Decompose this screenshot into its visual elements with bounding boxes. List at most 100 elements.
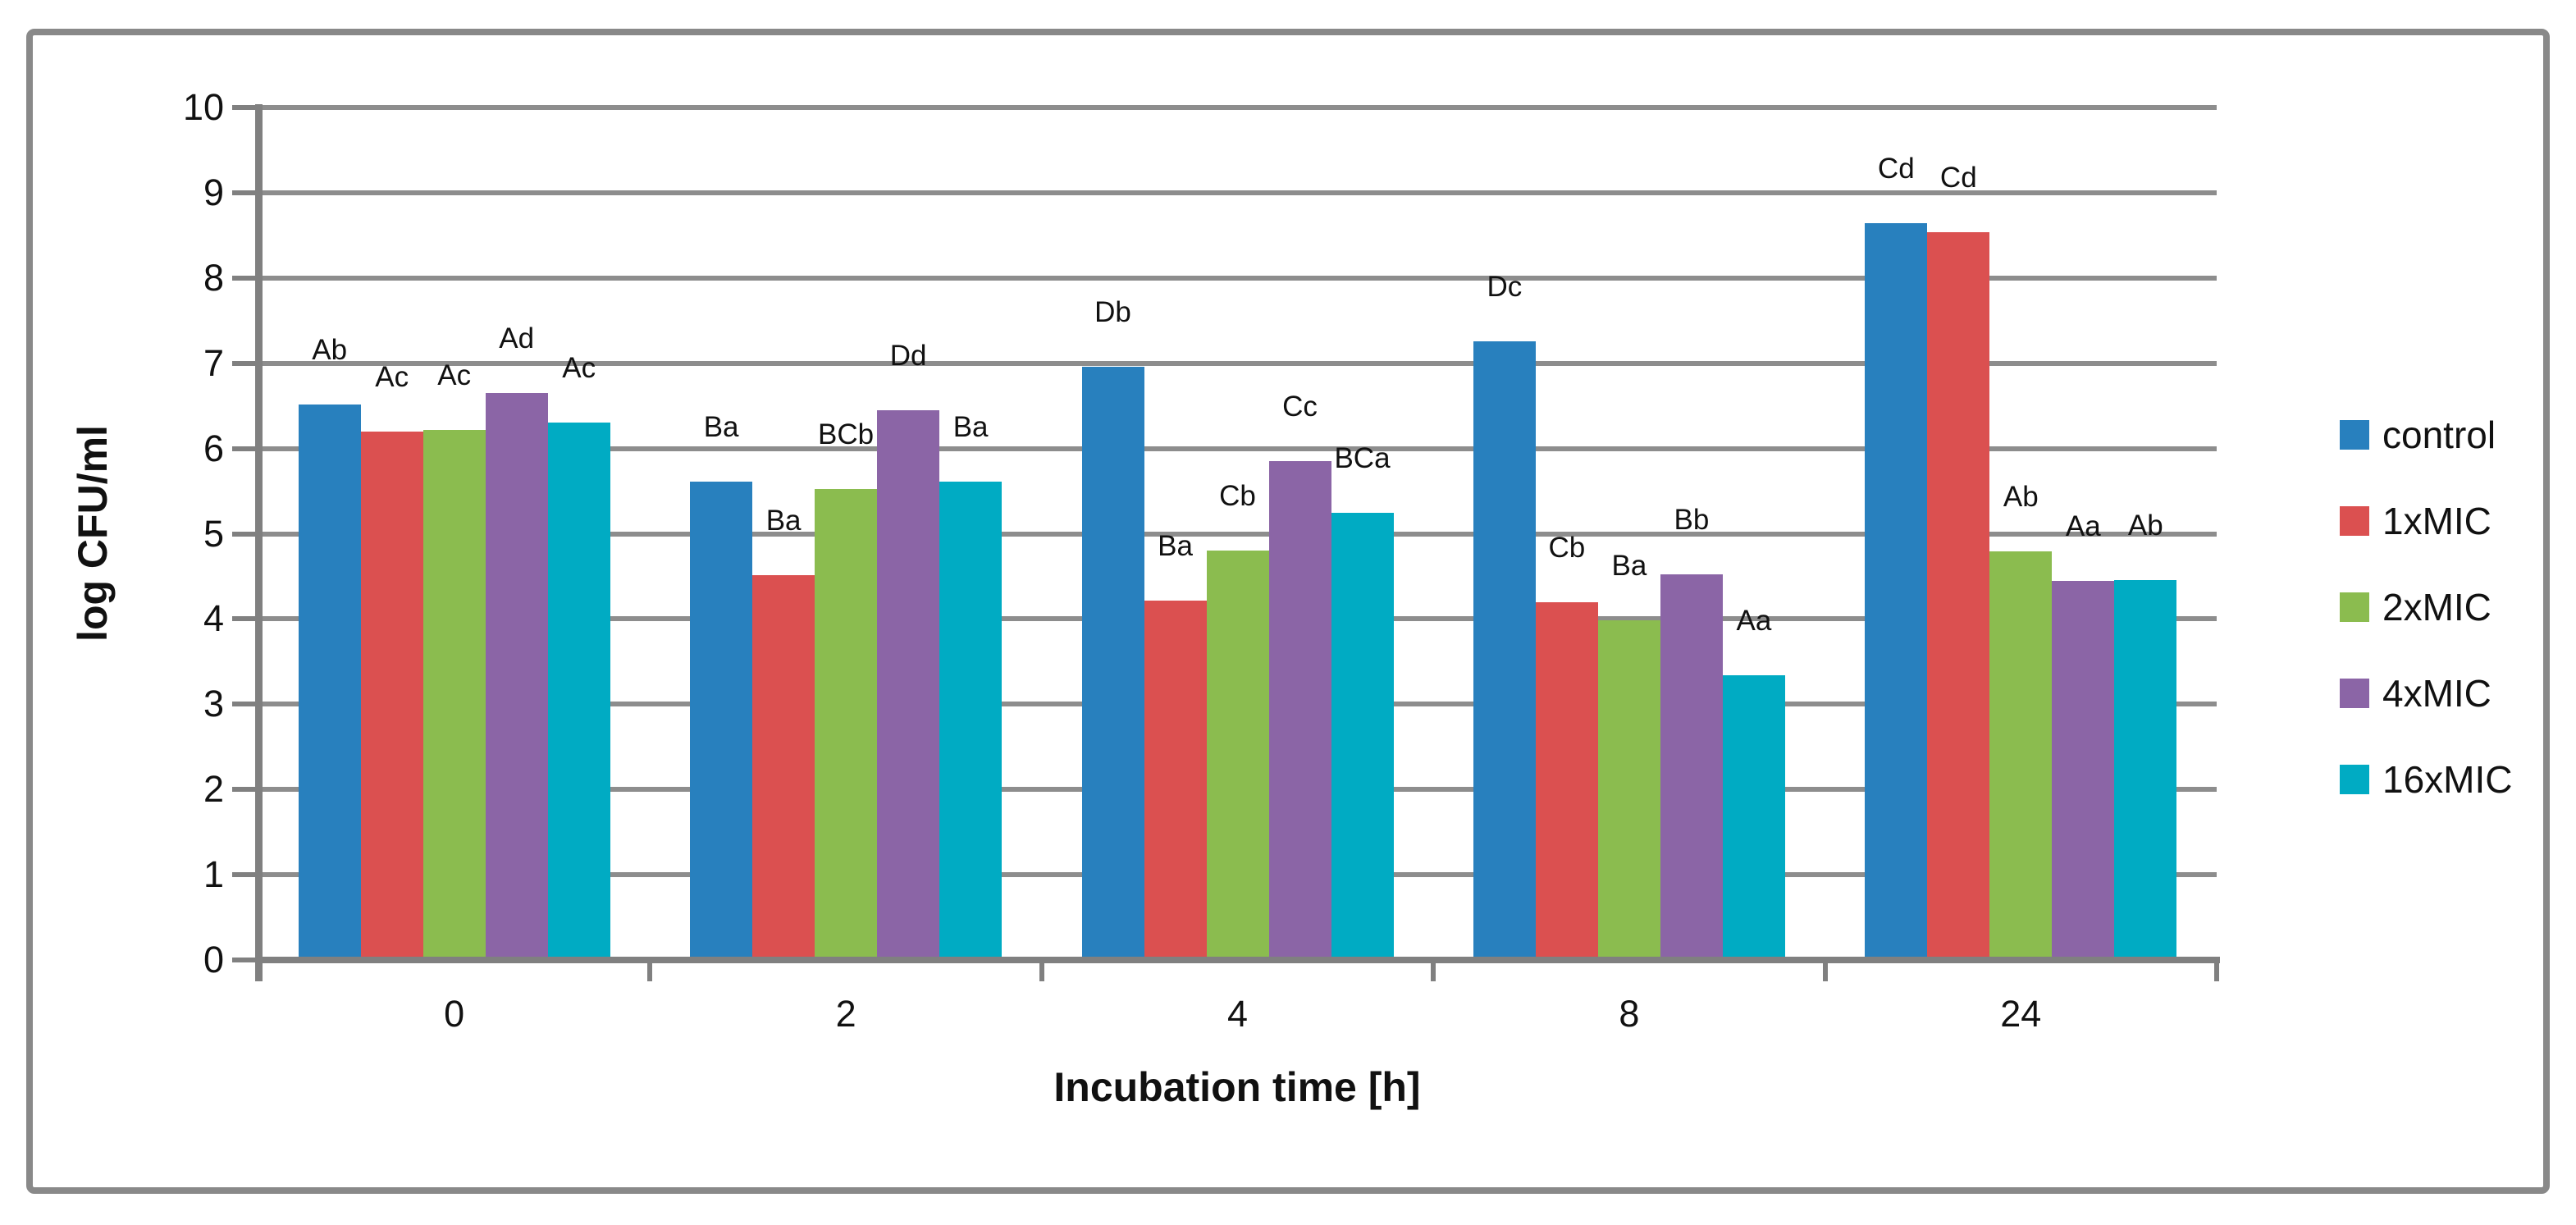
x-tick-label-0: 0 [444,993,465,1035]
y-axis-line [255,104,263,981]
bar-1xMIC-4h [1144,600,1207,960]
bar-2xMIC-4h [1206,551,1269,960]
gridline-5 [258,531,2217,537]
y-tick-2 [232,787,258,793]
bar-label-2xMIC-24h: Ab [2003,481,2039,514]
bar-label-1xMIC-4h: Ba [1158,529,1193,562]
bar-label-4xMIC-4h: Cc [1282,391,1318,423]
bar-4xMIC-8h [1660,574,1723,960]
x-tick-1 [647,960,653,981]
gridline-9 [258,190,2217,195]
x-tick-2 [1039,960,1044,981]
y-tick-label-8: 8 [203,256,224,299]
bar-label-16xMIC-24h: Ab [2127,509,2163,542]
y-tick-1 [232,872,258,878]
gridline-10 [258,105,2217,110]
legend-label-control: control [2382,414,2496,456]
y-tick-4 [232,616,258,622]
bar-control-0h [298,404,361,960]
bar-label-2xMIC-4h: Cb [1219,480,1256,513]
y-tick-8 [232,275,258,281]
legend: control 1xMIC 2xMIC 4xMIC 16xMIC [2340,414,2512,851]
x-tick-5 [2214,960,2219,981]
y-tick-label-1: 1 [203,853,224,896]
legend-item-4xMIC: 4xMIC [2340,672,2512,715]
y-tick-label-3: 3 [203,683,224,725]
y-tick-label-7: 7 [203,341,224,384]
bar-label-4xMIC-24h: Aa [2065,510,2101,542]
legend-swatch-4xMIC [2340,679,2369,708]
legend-swatch-control [2340,420,2369,450]
bar-label-1xMIC-0h: Ac [375,360,409,393]
bar-4xMIC-2h [877,409,940,960]
legend-item-16xMIC: 16xMIC [2340,758,2512,801]
y-tick-label-9: 9 [203,171,224,213]
bar-label-control-8h: Dc [1487,270,1523,303]
y-tick-label-5: 5 [203,512,224,555]
bar-4xMIC-4h [1268,461,1331,960]
bar-label-control-0h: Ab [312,333,348,366]
bar-label-4xMIC-2h: Dd [889,339,927,372]
x-axis-title: Incubation time [h] [1053,1064,1421,1110]
x-tick-label-2: 2 [835,993,856,1035]
x-tick-label-4: 4 [1226,993,1249,1035]
bar-4xMIC-24h [2052,580,2115,960]
bar-label-2xMIC-8h: Ba [1611,550,1647,583]
bar-label-1xMIC-8h: Cb [1548,531,1586,564]
x-tick-label-8: 8 [1619,993,1640,1035]
bar-1xMIC-8h [1535,601,1598,960]
x-tick-3 [1431,960,1436,981]
bar-4xMIC-0h [485,393,548,960]
legend-swatch-16xMIC [2340,765,2369,794]
bar-label-2xMIC-0h: Ac [437,359,472,391]
legend-label-16xMIC: 16xMIC [2382,758,2513,801]
bar-16xMIC-0h [547,423,610,960]
bar-label-control-2h: Ba [703,411,739,444]
gridline-6 [258,446,2217,451]
bar-16xMIC-4h [1331,512,1394,960]
legend-swatch-2xMIC [2340,592,2369,622]
bar-control-4h [1081,366,1144,960]
y-tick-0 [232,958,258,962]
y-axis-title: log CFU/ml [70,425,116,642]
bar-2xMIC-2h [815,489,878,960]
bar-label-1xMIC-24h: Cd [1939,161,1977,194]
x-tick-label-24: 24 [2000,993,2042,1035]
bar-control-8h [1473,341,1536,960]
bar-1xMIC-0h [360,431,423,960]
y-tick-7 [232,360,258,366]
bar-label-control-4h: Db [1094,295,1131,328]
y-tick-6 [232,446,258,451]
bar-2xMIC-0h [422,429,486,960]
bar-control-2h [690,482,753,960]
bar-1xMIC-24h [1927,231,1990,960]
legend-item-2xMIC: 2xMIC [2340,586,2512,628]
bar-label-16xMIC-2h: Ba [952,411,989,444]
gridline-8 [258,275,2217,281]
bar-2xMIC-24h [1989,551,2053,960]
y-tick-label-2: 2 [203,768,224,811]
y-tick-9 [232,190,258,195]
legend-label-1xMIC: 1xMIC [2382,500,2492,542]
y-tick-label-0: 0 [203,939,224,980]
bar-16xMIC-24h [2114,579,2177,960]
bar-16xMIC-8h [1722,674,1785,960]
y-tick-label-4: 4 [203,597,224,640]
bar-1xMIC-2h [752,575,815,960]
y-tick-5 [232,531,258,537]
x-tick-0 [256,960,261,981]
y-tick-10 [232,105,258,110]
y-tick-label-10: 10 [182,86,224,128]
bar-16xMIC-2h [939,482,1003,960]
y-tick-label-6: 6 [203,427,224,469]
bar-control-24h [1865,223,1928,960]
legend-label-4xMIC: 4xMIC [2382,672,2492,715]
legend-swatch-1xMIC [2340,506,2369,536]
x-axis-line [255,957,2220,963]
bar-label-4xMIC-8h: Bb [1674,504,1710,537]
legend-item-control: control [2340,414,2512,456]
bar-2xMIC-8h [1597,620,1660,960]
gridline-7 [258,360,2217,366]
bar-label-1xMIC-2h: Ba [765,505,802,537]
bar-label-control-24h: Cd [1877,153,1915,185]
